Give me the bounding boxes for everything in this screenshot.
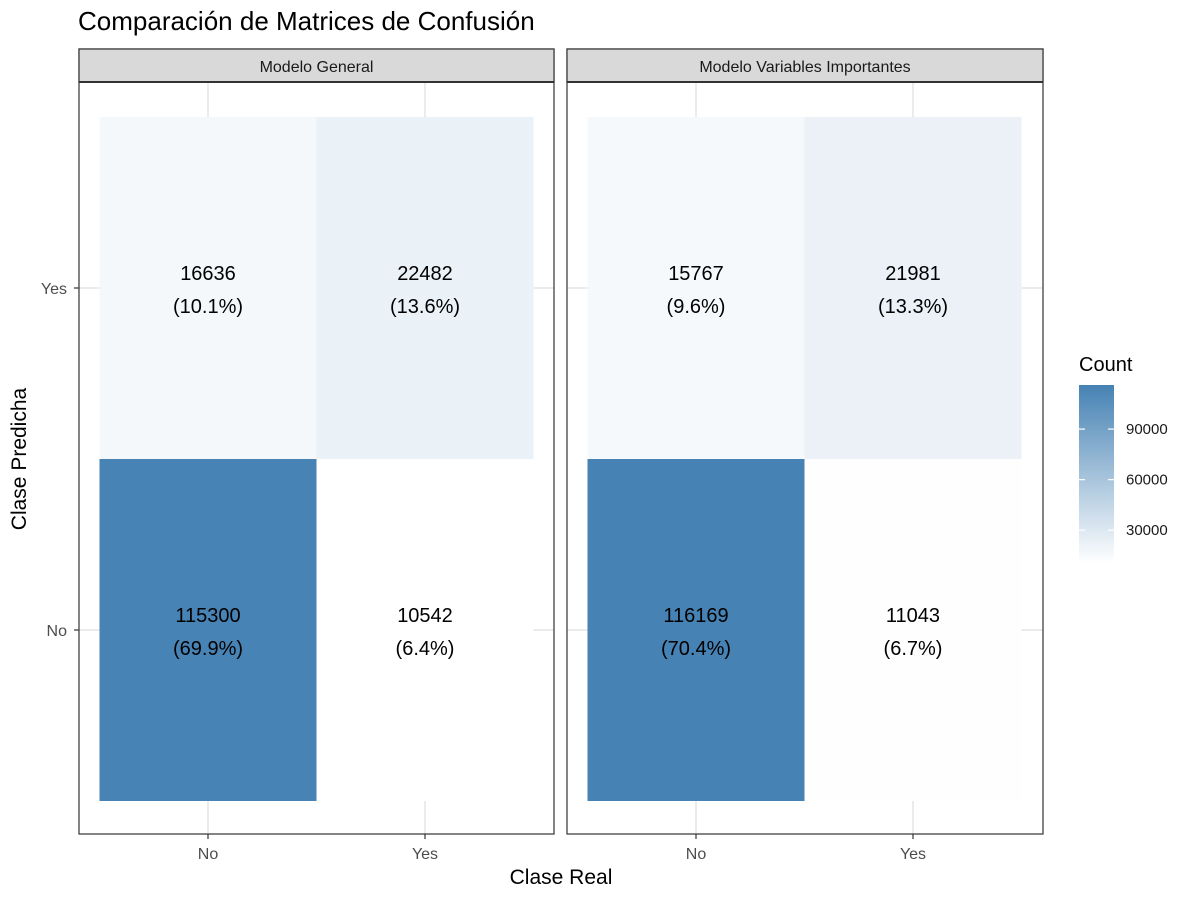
facet-panel: 16636 (10.1%) 22482 (13.6%) 115300 (69.9%) 105…	[41, 48, 555, 863]
legend-tick-label: 30000	[1126, 522, 1168, 539]
x-tick-label: No	[198, 846, 219, 863]
legend-title: Count	[1079, 354, 1133, 376]
x-axis-title: Clase Real	[510, 866, 613, 889]
cell-count-label: 21981	[885, 263, 941, 285]
cell-count-label: 116169	[663, 605, 728, 627]
cell-percent-label: (13.6%)	[390, 296, 460, 318]
cell-count-label: 11043	[886, 605, 940, 627]
heatmap-tile	[99, 117, 317, 459]
facet-strip-label: Modelo Variables Importantes	[699, 59, 910, 76]
y-tick-label: No	[47, 623, 68, 640]
cell-percent-label: (70.4%)	[661, 638, 731, 660]
legend-colorbar	[1079, 385, 1114, 563]
legend-tick-label: 60000	[1126, 472, 1168, 489]
facet-panel: 15767 (9.6%) 21981 (13.3%) 116169 (70.4%) 1104…	[566, 48, 1044, 863]
y-axis-title: Clase Predicha	[8, 387, 31, 530]
x-tick-label: Yes	[900, 846, 926, 863]
cell-count-label: 16636	[180, 263, 236, 285]
cell-count-label: 10542	[397, 605, 453, 627]
facet-strip-label: Modelo General	[260, 59, 374, 76]
heatmap-tile	[316, 117, 534, 459]
heatmap-tile	[316, 459, 534, 801]
cell-percent-label: (9.6%)	[667, 296, 726, 318]
cell-percent-label: (6.4%)	[396, 638, 455, 660]
cell-percent-label: (69.9%)	[173, 638, 243, 660]
heatmap-tile	[587, 117, 805, 459]
x-tick-label: No	[686, 846, 707, 863]
cell-percent-label: (10.1%)	[173, 296, 243, 318]
cell-count-label: 115300	[175, 605, 240, 627]
x-tick-label: Yes	[412, 846, 438, 863]
cell-percent-label: (6.7%)	[884, 638, 943, 660]
heatmap-tile	[99, 459, 317, 801]
heatmap-tile	[587, 459, 805, 801]
cell-percent-label: (13.3%)	[878, 296, 948, 318]
legend-tick-label: 90000	[1126, 421, 1168, 438]
panels-layer: 16636 (10.1%) 22482 (13.6%) 115300 (69.9%) 105…	[41, 48, 1044, 863]
heatmap-tile	[804, 117, 1022, 459]
cell-count-label: 15767	[668, 263, 724, 285]
heatmap-tile	[804, 459, 1022, 801]
cell-count-label: 22482	[397, 263, 453, 285]
legend: Count 30000 60000 90000	[1079, 354, 1168, 563]
chart-title: Comparación de Matrices de Confusión	[78, 6, 535, 36]
y-tick-label: Yes	[41, 281, 67, 298]
